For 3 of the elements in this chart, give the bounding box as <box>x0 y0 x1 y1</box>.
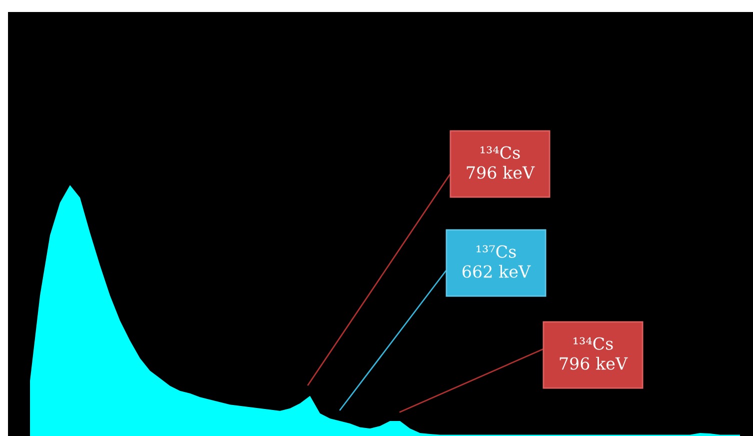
annotation: ¹³⁷Cs 662 keV <box>462 245 531 278</box>
annotation: ¹³⁴Cs 796 keV <box>560 337 628 370</box>
text: ¹³⁴Cs 796 keV <box>466 146 535 179</box>
